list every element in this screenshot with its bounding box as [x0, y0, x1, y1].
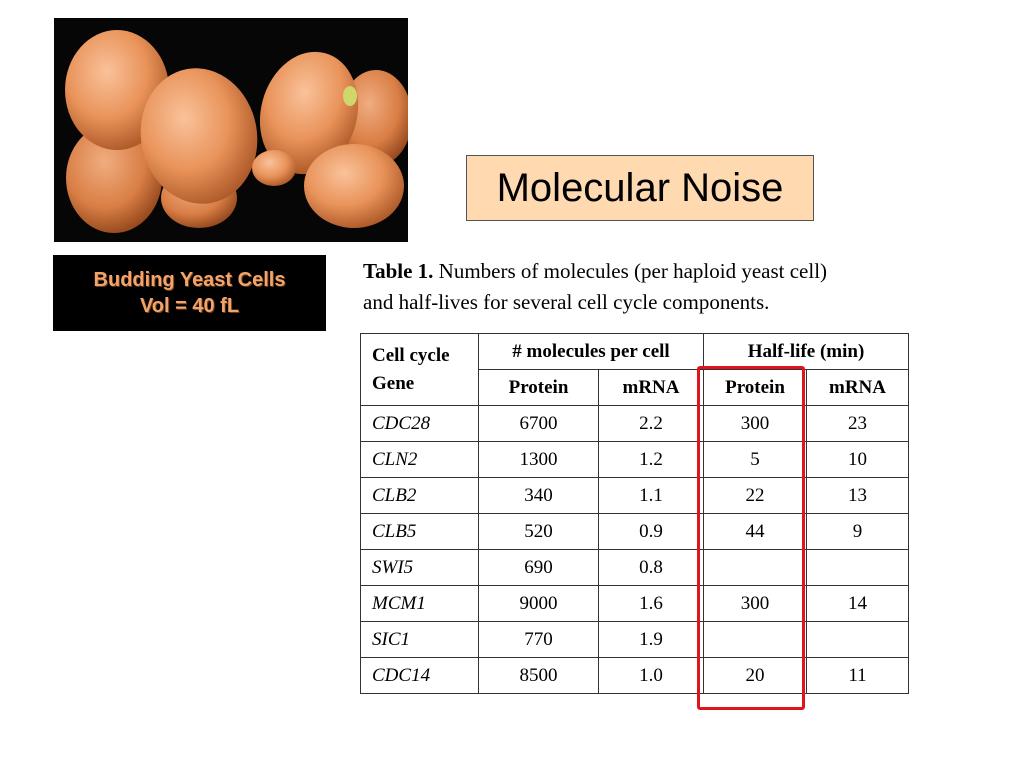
table-caption-line-2: and half-lives for several cell cycle co… [363, 290, 770, 314]
mrna-halflife-cell: 10 [806, 441, 909, 478]
mrna-halflife-cell [806, 549, 909, 586]
protein-halflife-cell: 300 [703, 585, 807, 622]
gene-cell: CLN2 [360, 441, 479, 478]
table-row: CDC14 8500 1.0 20 11 [360, 657, 909, 694]
protein-halflife-cell: 5 [703, 441, 807, 478]
mrna-count-cell: 1.0 [598, 657, 704, 694]
mrna-halflife-cell: 9 [806, 513, 909, 550]
gene-cell: CLB2 [360, 477, 479, 514]
caption-line-2: Vol = 40 fL [139, 295, 240, 317]
protein-halflife-cell: 44 [703, 513, 807, 550]
table-caption-label: Table 1. [363, 259, 434, 283]
slide-title-text: Molecular Noise [496, 165, 784, 210]
mrna-count-cell: 0.9 [598, 513, 704, 550]
mrna-halflife-cell: 13 [806, 477, 909, 514]
table-row: CDC28 6700 2.2 300 23 [360, 405, 909, 442]
yeast-cells-illustration [54, 18, 408, 242]
table-caption-line-1: Table 1. Numbers of molecules (per haplo… [363, 256, 963, 287]
gene-cell: MCM1 [360, 585, 479, 622]
header-halflife-group: Half-life (min) [703, 333, 909, 370]
slide-title: Molecular Noise [466, 155, 814, 221]
table-row: SIC1 770 1.9 [360, 621, 909, 658]
table-caption: Table 1. Numbers of molecules (per haplo… [363, 256, 963, 318]
protein-halflife-cell: 300 [703, 405, 807, 442]
table-row: SWI5 690 0.8 [360, 549, 909, 586]
table-row: CLN2 1300 1.2 5 10 [360, 441, 909, 478]
mrna-halflife-cell [806, 621, 909, 658]
protein-halflife-cell: 20 [703, 657, 807, 694]
mrna-count-cell: 2.2 [598, 405, 704, 442]
yeast-micrograph [54, 18, 408, 242]
protein-count-cell: 340 [478, 477, 599, 514]
header-molecules-group: # molecules per cell [478, 333, 704, 370]
protein-count-cell: 520 [478, 513, 599, 550]
header-mrna: mRNA [598, 369, 704, 406]
image-caption: Budding Yeast Cells Vol = 40 fL [53, 255, 326, 331]
protein-halflife-cell [703, 549, 807, 586]
header-gene: Cell cycle Gene [360, 333, 479, 406]
mrna-halflife-cell: 23 [806, 405, 909, 442]
header-halflife-mrna: mRNA [806, 369, 909, 406]
protein-count-cell: 770 [478, 621, 599, 658]
protein-halflife-cell: 22 [703, 477, 807, 514]
header-halflife-protein: Protein [703, 369, 807, 406]
table-row: CLB2 340 1.1 22 13 [360, 477, 909, 514]
protein-count-cell: 9000 [478, 585, 599, 622]
mrna-count-cell: 1.9 [598, 621, 704, 658]
table-row: CLB5 520 0.9 44 9 [360, 513, 909, 550]
protein-count-cell: 6700 [478, 405, 599, 442]
caption-line-1: Budding Yeast Cells [93, 269, 286, 291]
gene-cell: SWI5 [360, 549, 479, 586]
table-row: MCM1 9000 1.6 300 14 [360, 585, 909, 622]
gene-cell: SIC1 [360, 621, 479, 658]
protein-count-cell: 8500 [478, 657, 599, 694]
mrna-halflife-cell: 11 [806, 657, 909, 694]
protein-count-cell: 1300 [478, 441, 599, 478]
gene-cell: CDC14 [360, 657, 479, 694]
gene-cell: CDC28 [360, 405, 479, 442]
table-caption-text-1: Numbers of molecules (per haploid yeast … [433, 259, 828, 283]
header-protein: Protein [478, 369, 599, 406]
gene-cell: CLB5 [360, 513, 479, 550]
protein-count-cell: 690 [478, 549, 599, 586]
protein-halflife-cell [703, 621, 807, 658]
mrna-count-cell: 1.1 [598, 477, 704, 514]
molecules-table: Cell cycle Gene # molecules per cell Hal… [360, 333, 909, 694]
mrna-count-cell: 1.6 [598, 585, 704, 622]
mrna-count-cell: 1.2 [598, 441, 704, 478]
mrna-count-cell: 0.8 [598, 549, 704, 586]
table-header-row-1: Cell cycle Gene # molecules per cell Hal… [360, 333, 909, 406]
mrna-halflife-cell: 14 [806, 585, 909, 622]
